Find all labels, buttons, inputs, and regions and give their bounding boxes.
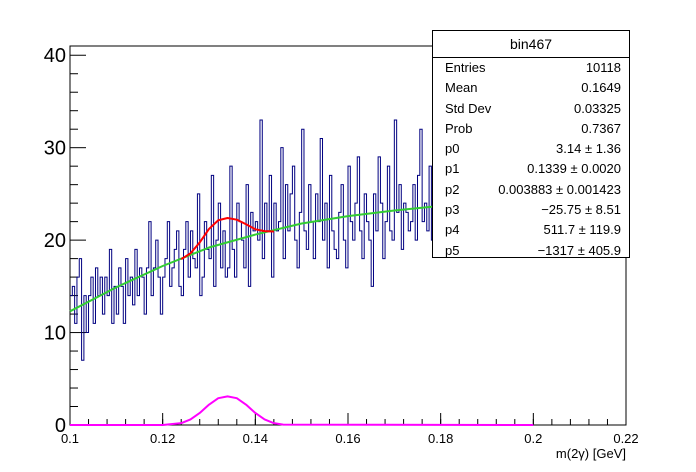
stats-title: bin467: [433, 31, 629, 58]
stats-row-p5: p5 −1317 ± 405.9: [433, 241, 629, 261]
stats-value: 10118: [585, 60, 621, 75]
x-tick-label: 0.2: [524, 431, 542, 446]
stats-key: p3: [445, 202, 460, 218]
stats-row-entries: Entries 10118: [433, 58, 629, 78]
axis-ticks: 0.1 0.12 0.14 0.16 0.18 0.2 0.22 0 10 20 30 40: [44, 45, 639, 446]
stats-value: 0.003883 ± 0.001423: [498, 181, 621, 197]
stats-value: −25.75 ± 8.51: [541, 202, 621, 218]
stats-value: 0.1649: [581, 80, 621, 96]
stats-row-p3: p3 −25.75 ± 8.51: [433, 200, 629, 220]
stats-key: p2: [445, 181, 460, 197]
stats-key: Mean: [445, 80, 478, 96]
stats-row-p0: p0 3.14 ± 1.36: [433, 139, 629, 159]
stats-value: 0.03325: [574, 100, 621, 116]
stats-box: bin467 Entries 10118 Mean 0.1649 Std Dev 0.…: [432, 30, 630, 258]
stats-row-mean: Mean 0.1649: [433, 78, 629, 98]
stats-row-stddev: Std Dev 0.03325: [433, 99, 629, 119]
stats-value: 0.7367: [581, 120, 621, 136]
y-tick-label: 30: [44, 138, 66, 160]
x-tick-label: 0.14: [243, 431, 268, 446]
y-tick-label: 0: [55, 415, 66, 437]
stats-key: p0: [445, 141, 460, 157]
signal-gaussian-curve: [70, 395, 534, 426]
x-axis-label: m(2γ) [GeV]: [556, 446, 626, 461]
x-tick-label: 0.18: [428, 431, 453, 446]
stats-row-prob: Prob 0.7367: [433, 119, 629, 139]
stats-key: Std Dev: [445, 100, 492, 116]
stats-row-p2: p2 0.003883 ± 0.001423: [433, 180, 629, 200]
stats-value: −1317 ± 405.9: [537, 242, 621, 258]
stats-row-p1: p1 0.1339 ± 0.0020: [433, 159, 629, 179]
y-tick-label: 40: [44, 45, 66, 67]
stats-value: 511.7 ± 119.9: [543, 222, 622, 238]
stats-key: p5: [445, 242, 460, 258]
stats-key: Prob: [445, 120, 473, 136]
stats-key: p4: [445, 222, 460, 238]
stats-row-p4: p4 511.7 ± 119.9: [433, 220, 629, 240]
stats-value: 3.14 ± 1.36: [556, 141, 621, 157]
x-tick-label: 0.12: [150, 431, 175, 446]
x-tick-label: 0.1: [61, 431, 79, 446]
y-tick-label: 10: [44, 323, 66, 345]
x-tick-label: 0.16: [335, 431, 360, 446]
stats-key: Entries: [445, 60, 486, 75]
total-fit-curve: [180, 217, 274, 261]
stats-value: 0.1339 ± 0.0020: [527, 161, 621, 177]
stats-key: p1: [445, 161, 460, 177]
y-tick-label: 20: [44, 230, 66, 252]
x-tick-label: 0.22: [613, 431, 638, 446]
